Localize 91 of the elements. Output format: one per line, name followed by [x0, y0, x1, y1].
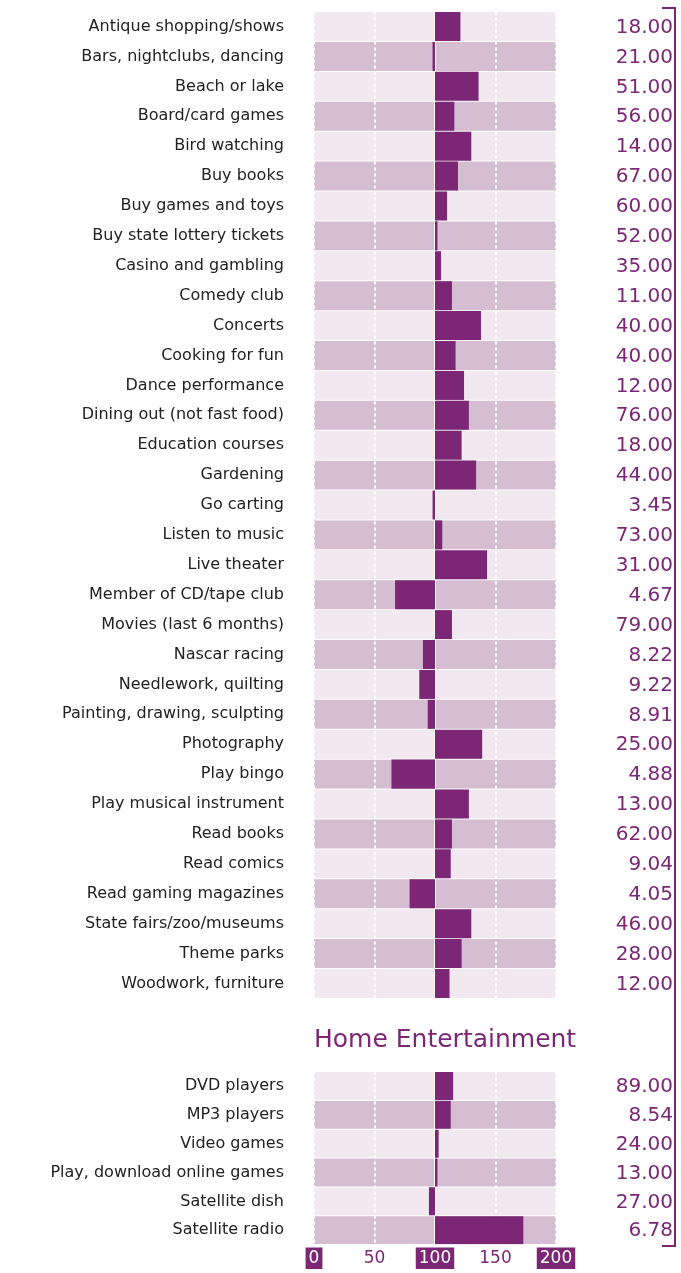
bar [428, 1187, 435, 1216]
y-tick-label: Education courses [137, 434, 284, 454]
text: 9.04 [628, 851, 673, 876]
y-tick-label: Buy state lottery tickets [92, 225, 284, 245]
text: 12.00 [615, 970, 673, 995]
text: 27.00 [615, 1188, 673, 1213]
text: 62.00 [615, 821, 673, 846]
y-tick-label: DVD players [184, 1075, 284, 1095]
text: 56.00 [615, 103, 673, 128]
bar [435, 610, 452, 640]
text: 28.00 [615, 940, 673, 965]
y-tick-label: Satellite radio [172, 1219, 284, 1239]
text: 21.00 [615, 43, 673, 68]
text: 4.67 [628, 581, 673, 606]
y-tick-label: Read gaming magazines [86, 882, 284, 902]
y-tick-label: Dining out (not fast food) [81, 404, 284, 424]
text: 9.22 [628, 671, 673, 696]
text: 24.00 [615, 1130, 673, 1155]
text: 8.54 [628, 1102, 673, 1127]
text: 89.00 [615, 1073, 673, 1098]
text: 46.00 [615, 910, 673, 935]
text: 4.88 [628, 761, 673, 786]
y-tick-label: Satellite dish [180, 1190, 284, 1210]
y-tick-label: Casino and gambling [115, 254, 284, 274]
text: 25.00 [615, 731, 673, 756]
text: 8.22 [628, 641, 673, 666]
bar [395, 580, 435, 610]
y-tick-label: Member of CD/tape club [89, 583, 284, 603]
y-tick-label: Theme parks [178, 942, 284, 962]
y-tick-label: Comedy club [179, 284, 284, 304]
text: 14.00 [615, 133, 673, 158]
text: 79.00 [615, 611, 673, 636]
bar [391, 759, 435, 789]
y-tick-label: Painting, drawing, sculpting [62, 703, 284, 723]
text: 4.05 [628, 880, 673, 905]
y-tick-label: Cooking for fun [161, 344, 284, 364]
x-tick-label: 50 [363, 1247, 386, 1268]
y-tick-label: Read comics [182, 852, 284, 872]
text: 13.00 [615, 791, 673, 816]
y-tick-label: Bird watching [174, 135, 284, 155]
text: 8.91 [628, 701, 673, 726]
y-tick-label: Antique shopping/shows [88, 15, 284, 35]
x-tick-label: 200 [539, 1247, 573, 1268]
text: 76.00 [615, 402, 673, 427]
y-tick-label: Concerts [213, 314, 284, 334]
bar [435, 12, 461, 42]
y-tick-label: Buy books [200, 165, 284, 185]
y-tick-label: Video games [180, 1132, 284, 1152]
y-tick-label: Movies (last 6 months) [101, 613, 284, 633]
text: 35.00 [615, 252, 673, 277]
y-tick-label: Play musical instrument [91, 793, 284, 813]
text: 18.00 [615, 13, 673, 38]
text: 13.00 [615, 1159, 673, 1184]
y-tick-label: Read books [191, 823, 284, 843]
y-tick-label: Listen to music [162, 524, 284, 544]
y-tick-label: Play bingo [200, 763, 284, 783]
text: 44.00 [615, 462, 673, 487]
y-tick-label: State fairs/zoo/museums [85, 912, 284, 932]
text: 51.00 [615, 73, 673, 98]
y-tick-label: Board/card games [137, 105, 284, 125]
text: 18.00 [615, 432, 673, 457]
y-tick-label: Nascar racing [173, 643, 284, 663]
y-tick-label: MP3 players [186, 1104, 284, 1124]
y-tick-label: Beach or lake [175, 75, 284, 95]
text: 40.00 [615, 342, 673, 367]
y-tick-label: Play, download online games [50, 1161, 284, 1181]
text: 6.78 [628, 1217, 673, 1242]
y-tick-label: Woodwork, furniture [121, 972, 284, 992]
y-tick-label: Bars, nightclubs, dancing [81, 45, 284, 65]
text: 12.00 [615, 372, 673, 397]
x-tick-label: 100 [418, 1247, 452, 1268]
y-tick-label: Live theater [187, 553, 285, 573]
y-tick-label: Go carting [200, 494, 284, 514]
y-tick-label: Photography [182, 733, 284, 753]
x-tick-label: 0 [308, 1247, 320, 1268]
text: 3.45 [628, 492, 673, 517]
y-tick-label: Gardening [200, 464, 284, 484]
y-tick-label: Buy games and toys [120, 195, 284, 215]
x-tick-label: 150 [479, 1247, 512, 1268]
text: 40.00 [615, 312, 673, 337]
text: 11.00 [615, 282, 673, 307]
y-tick-label: Needlework, quilting [118, 673, 284, 693]
chart-title: Home Entertainment [314, 1024, 577, 1053]
bar [409, 879, 435, 909]
y-tick-label: Dance performance [125, 374, 284, 394]
text: 31.00 [615, 552, 673, 577]
bar [435, 729, 483, 759]
text: 52.00 [615, 223, 673, 248]
text: 60.00 [615, 193, 673, 218]
text: 67.00 [615, 163, 673, 188]
text: 73.00 [615, 522, 673, 547]
